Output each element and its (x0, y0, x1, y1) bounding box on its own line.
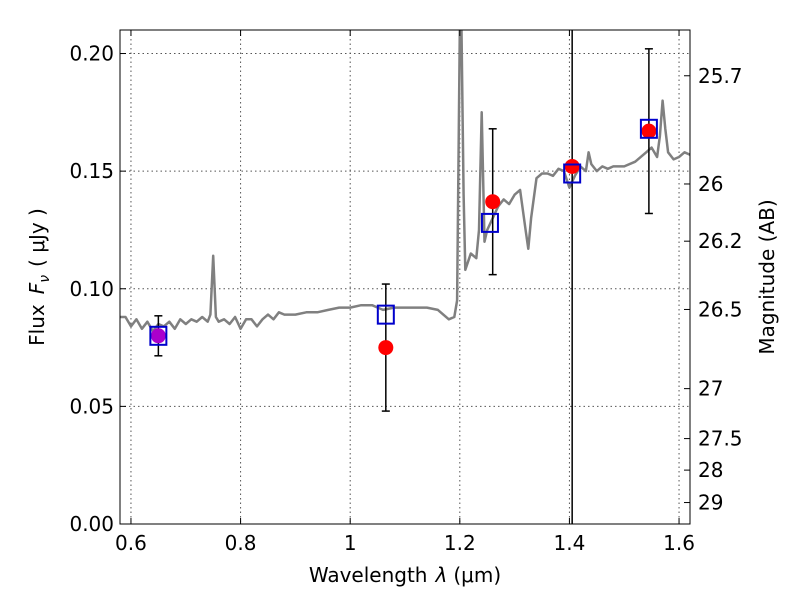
model-square (639, 118, 658, 139)
grid (120, 30, 690, 525)
model-square (563, 163, 582, 184)
y2-tick-label: 27 (698, 377, 723, 401)
observed-point (378, 340, 394, 356)
observed-point (564, 158, 580, 174)
observed-point (150, 328, 166, 344)
x-tick-label: 1.6 (663, 531, 695, 555)
y-tick-label: 0.05 (69, 394, 114, 418)
spectrum-line (120, 30, 690, 333)
y2-tick-label: 27.5 (698, 427, 743, 451)
x-tick-label: 1.4 (554, 531, 586, 555)
y2-tick-label: 26 (698, 172, 723, 196)
model-square (149, 325, 168, 346)
model-square (376, 304, 395, 325)
y-tick-label: 0.20 (69, 42, 114, 66)
x-tick-label: 0.8 (225, 531, 257, 555)
y2-axis-label: Magnitude (AB) (755, 199, 779, 354)
y2-tick-label: 29 (698, 491, 723, 515)
y-tick-label: 0.15 (69, 159, 114, 183)
x-tick-label: 0.6 (115, 531, 147, 555)
y2-tick-label: 26.2 (698, 229, 743, 253)
y-tick-label: 0.10 (69, 277, 114, 301)
y2-tick-label: 25.7 (698, 64, 743, 88)
y-axis-label: FluxFν( μJy ) (25, 208, 53, 346)
x-tick-label: 1.2 (444, 531, 476, 555)
observed-point (485, 194, 501, 210)
observed-point (641, 123, 657, 139)
x-tick-label: 1 (344, 531, 357, 555)
plot-area (120, 30, 690, 524)
y-tick-label: 0.00 (69, 512, 114, 536)
plot-frame (119, 29, 691, 525)
y2-tick-label: 28 (698, 458, 723, 482)
x-axis-label: Wavelength λ (μm) (309, 563, 501, 587)
y2-tick-label: 26.5 (698, 297, 743, 321)
model-square (480, 212, 499, 233)
ticks: 0.6 0.8 1 1.2 1.4 1.6 0.00 0.05 0.10 0.15 0.20 25.7… (69, 30, 743, 555)
